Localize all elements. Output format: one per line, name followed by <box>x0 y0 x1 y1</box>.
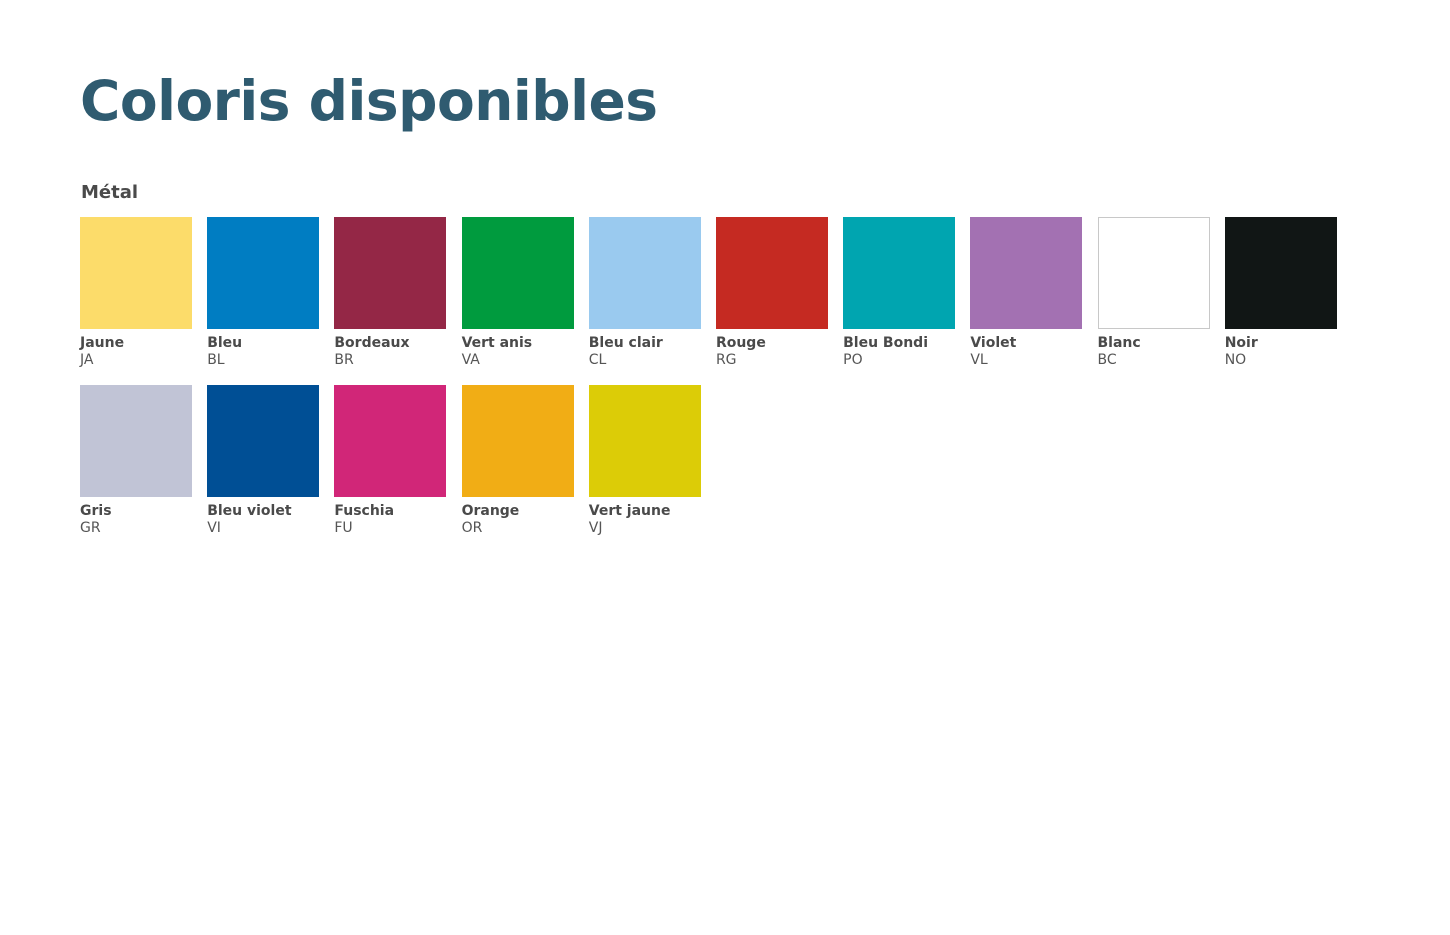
color-name: Fuschia <box>334 503 395 519</box>
color-name: Bleu clair <box>588 335 663 351</box>
color-name: Vert anis <box>461 335 533 351</box>
color-name: Bleu violet <box>207 503 292 519</box>
color-chip <box>334 385 447 497</box>
color-code: RG <box>715 352 737 368</box>
color-swatch[interactable]: Blanc BC <box>1097 217 1210 369</box>
color-code: BL <box>207 352 225 368</box>
color-swatch[interactable]: Orange OR <box>461 385 574 537</box>
color-code: NO <box>1224 352 1247 368</box>
page-title: Coloris disponibles <box>80 69 658 133</box>
color-code: OR <box>461 520 483 536</box>
color-code: BR <box>334 352 354 368</box>
color-name: Jaune <box>80 335 125 351</box>
color-swatch[interactable]: Vert anis VA <box>461 217 574 369</box>
color-chip <box>334 217 447 329</box>
color-code: VL <box>970 352 988 368</box>
color-swatch[interactable]: Jaune JA <box>80 217 192 369</box>
color-code: FU <box>334 520 353 536</box>
color-swatch[interactable]: Bleu violet VI <box>207 385 320 537</box>
color-swatch[interactable]: Bleu BL <box>207 217 320 369</box>
color-name: Gris <box>80 503 112 519</box>
color-name: Bleu <box>207 335 243 351</box>
color-code: PO <box>843 352 863 368</box>
color-swatch[interactable]: Noir NO <box>1224 217 1337 369</box>
color-name: Noir <box>1224 335 1258 351</box>
color-swatch[interactable]: Bleu Bondi PO <box>843 217 956 369</box>
color-swatch[interactable]: Bordeaux BR <box>334 217 447 369</box>
color-chip <box>461 217 574 329</box>
color-name: Blanc <box>1097 335 1141 351</box>
color-chip <box>80 385 192 497</box>
color-chip <box>461 385 574 497</box>
color-swatch[interactable]: Bleu clair CL <box>588 217 701 369</box>
color-chip <box>588 217 701 329</box>
color-chip <box>970 217 1083 329</box>
color-chip <box>588 385 701 497</box>
color-name: Bordeaux <box>334 335 410 351</box>
color-name: Violet <box>970 335 1017 351</box>
color-chip <box>715 217 828 329</box>
color-chip <box>1224 217 1337 329</box>
color-swatch[interactable]: Gris GR <box>80 385 192 537</box>
color-code: VA <box>461 352 480 368</box>
section-title-metal: Métal <box>81 182 139 203</box>
color-chip <box>1097 217 1210 329</box>
color-code: VI <box>207 520 221 536</box>
color-name: Bleu Bondi <box>843 335 929 351</box>
color-code: JA <box>80 352 94 368</box>
color-chip <box>80 217 192 329</box>
color-code: CL <box>588 352 607 368</box>
color-chip <box>843 217 956 329</box>
color-name: Vert jaune <box>588 503 671 519</box>
color-swatch[interactable]: Violet VL <box>970 217 1083 369</box>
color-swatch-grid: Jaune JA Bleu BL Bordeaux BR Vert anis V… <box>80 217 1350 537</box>
color-chip <box>207 385 320 497</box>
color-swatch[interactable]: Rouge RG <box>715 217 828 369</box>
color-name: Rouge <box>715 335 766 351</box>
color-code: GR <box>80 520 101 536</box>
color-code: VJ <box>588 520 603 536</box>
color-swatch[interactable]: Vert jaune VJ <box>588 385 701 537</box>
color-name: Orange <box>461 503 520 519</box>
color-swatch[interactable]: Fuschia FU <box>334 385 447 537</box>
color-chip <box>207 217 320 329</box>
color-code: BC <box>1097 352 1117 368</box>
